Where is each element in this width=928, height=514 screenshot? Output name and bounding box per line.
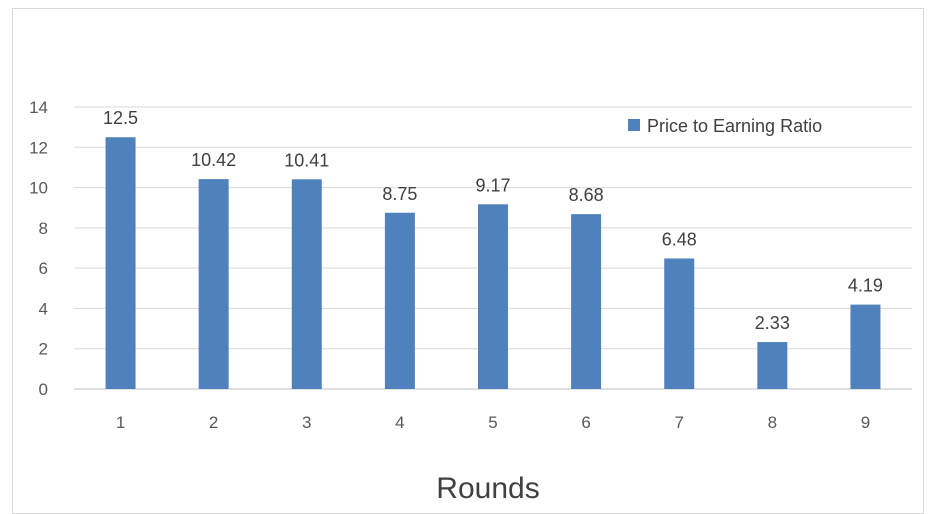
- data-label: 8.68: [569, 185, 604, 205]
- x-tick-label: 4: [395, 413, 404, 432]
- bar: [571, 214, 602, 389]
- y-tick-label: 2: [39, 340, 48, 359]
- data-label: 10.41: [284, 150, 329, 170]
- data-label: 2.33: [755, 313, 790, 333]
- data-labels: 12.5 10.42 10.41 8.75 9.17 8.68 6.48 2.33 4.19: [103, 108, 883, 333]
- x-tick-label: 5: [488, 413, 497, 432]
- bar: [105, 137, 136, 389]
- bar: [757, 342, 788, 389]
- y-tick-labels: 0 2 4 6 8 10 12 14: [29, 98, 48, 399]
- legend-swatch: [628, 119, 640, 131]
- bar: [291, 179, 322, 389]
- x-tick-label: 6: [581, 413, 590, 432]
- y-tick-label: 10: [29, 179, 48, 198]
- y-tick-label: 0: [39, 380, 48, 399]
- x-tick-label: 9: [861, 413, 870, 432]
- y-tick-label: 14: [29, 98, 48, 117]
- data-label: 4.19: [848, 276, 883, 296]
- x-axis-title: Rounds: [436, 472, 539, 505]
- y-tick-label: 6: [39, 259, 48, 278]
- bar: [198, 179, 229, 389]
- x-tick-labels: 1 2 3 4 5 6 7 8 9: [116, 413, 870, 432]
- data-label: 9.17: [475, 175, 510, 195]
- chart-frame: [12, 8, 924, 514]
- y-tick-label: 4: [39, 299, 48, 318]
- y-tick-label: 8: [39, 219, 48, 238]
- legend: Price to Earning Ratio: [628, 116, 822, 136]
- bars: [105, 137, 881, 389]
- x-tick-label: 2: [209, 413, 218, 432]
- bar: [850, 304, 881, 389]
- data-label: 8.75: [382, 184, 417, 204]
- bar: [384, 212, 415, 389]
- bar: [478, 204, 508, 389]
- data-label: 12.5: [103, 108, 138, 128]
- data-label: 6.48: [662, 229, 697, 249]
- data-label: 10.42: [191, 150, 236, 170]
- legend-label: Price to Earning Ratio: [647, 116, 822, 136]
- x-tick-label: 7: [674, 413, 683, 432]
- x-tick-label: 3: [302, 413, 311, 432]
- x-tick-label: 8: [768, 413, 777, 432]
- y-tick-label: 12: [29, 138, 48, 157]
- x-tick-label: 1: [116, 413, 125, 432]
- bar: [664, 258, 695, 389]
